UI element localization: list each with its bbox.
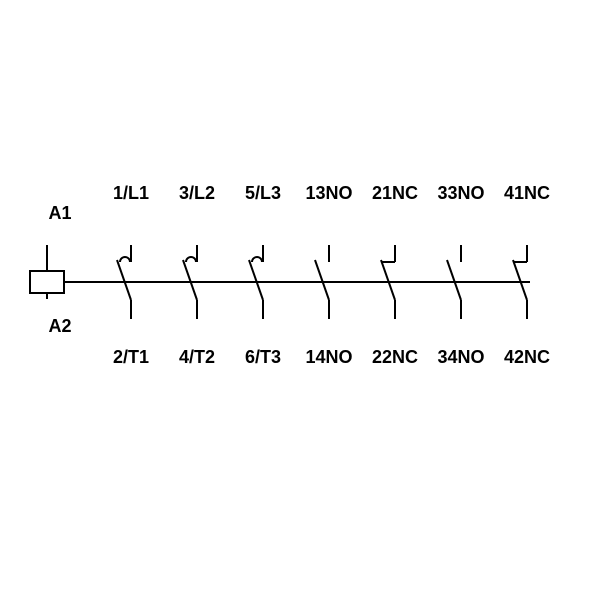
contactor-schematic: A1 A2 1/L1 2/T1 3/L2 4/T2 5/L3 6/T3 13NO 14NO 21NC…: [0, 0, 600, 600]
coil-label-a1: A1: [48, 203, 71, 223]
contact-blade: [117, 260, 131, 300]
contact-blade: [381, 260, 395, 300]
contact-label-bottom: 14NO: [305, 347, 352, 367]
contact-label-bottom: 22NC: [372, 347, 418, 367]
contact-label-top: 1/L1: [113, 183, 149, 203]
power-contact-hook: [120, 257, 130, 262]
contact-blade: [513, 260, 527, 300]
contact-label-bottom: 6/T3: [245, 347, 281, 367]
contact-label-top: 3/L2: [179, 183, 215, 203]
contact-label-top: 21NC: [372, 183, 418, 203]
contact-label-top: 13NO: [305, 183, 352, 203]
power-contact-hook: [252, 257, 262, 262]
contact-label-bottom: 34NO: [437, 347, 484, 367]
contact-blade: [183, 260, 197, 300]
coil-label-a2: A2: [48, 316, 71, 336]
contact-label-bottom: 42NC: [504, 347, 550, 367]
contact-label-top: 41NC: [504, 183, 550, 203]
contact-label-bottom: 4/T2: [179, 347, 215, 367]
contact-blade: [315, 260, 329, 300]
coil: [30, 271, 64, 293]
contact-label-top: 5/L3: [245, 183, 281, 203]
power-contact-hook: [186, 257, 196, 262]
contact-label-bottom: 2/T1: [113, 347, 149, 367]
contact-blade: [447, 260, 461, 300]
contact-label-top: 33NO: [437, 183, 484, 203]
contact-blade: [249, 260, 263, 300]
